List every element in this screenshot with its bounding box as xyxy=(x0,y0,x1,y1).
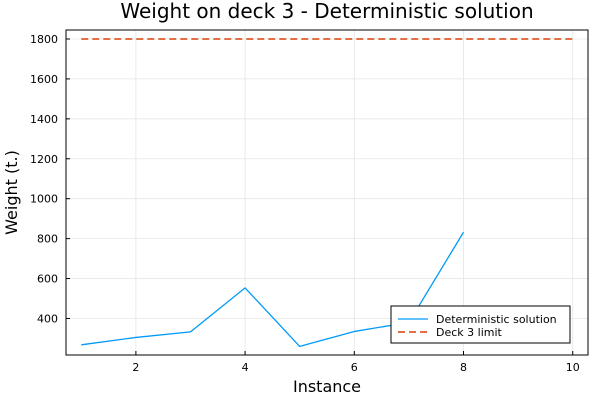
y-axis-label: Weight (t.) xyxy=(2,150,21,235)
x-tick-label-10: 10 xyxy=(566,361,580,374)
y-tick-label-1200: 1200 xyxy=(30,153,58,166)
y-tick-label-800: 800 xyxy=(37,233,58,246)
x-axis-label: Instance xyxy=(293,377,361,396)
y-tick-label-600: 600 xyxy=(37,273,58,286)
x-axis-ticks: 2 4 6 8 10 xyxy=(132,351,580,374)
legend-box xyxy=(390,305,571,344)
x-tick-label-8: 8 xyxy=(460,361,467,374)
y-axis-ticks: 400 600 800 1000 1200 1400 1600 1800 xyxy=(30,33,70,325)
plot-frame xyxy=(65,29,589,356)
y-tick-label-1600: 1600 xyxy=(30,73,58,86)
chart-title: Weight on deck 3 - Deterministic solutio… xyxy=(120,0,533,23)
series-group xyxy=(81,37,573,348)
legend: Deterministic solution Deck 3 limit xyxy=(390,305,571,344)
y-tick-label-400: 400 xyxy=(37,312,58,325)
legend-label-deck-3-limit: Deck 3 limit xyxy=(436,326,503,339)
y-tick-label-1000: 1000 xyxy=(30,193,58,206)
y-tick-label-1800: 1800 xyxy=(30,33,58,46)
y-tick-label-1400: 1400 xyxy=(30,113,58,126)
x-tick-label-6: 6 xyxy=(351,361,358,374)
legend-label-deterministic-solution: Deterministic solution xyxy=(436,313,557,326)
x-tick-label-2: 2 xyxy=(132,361,139,374)
x-tick-label-4: 4 xyxy=(242,361,249,374)
